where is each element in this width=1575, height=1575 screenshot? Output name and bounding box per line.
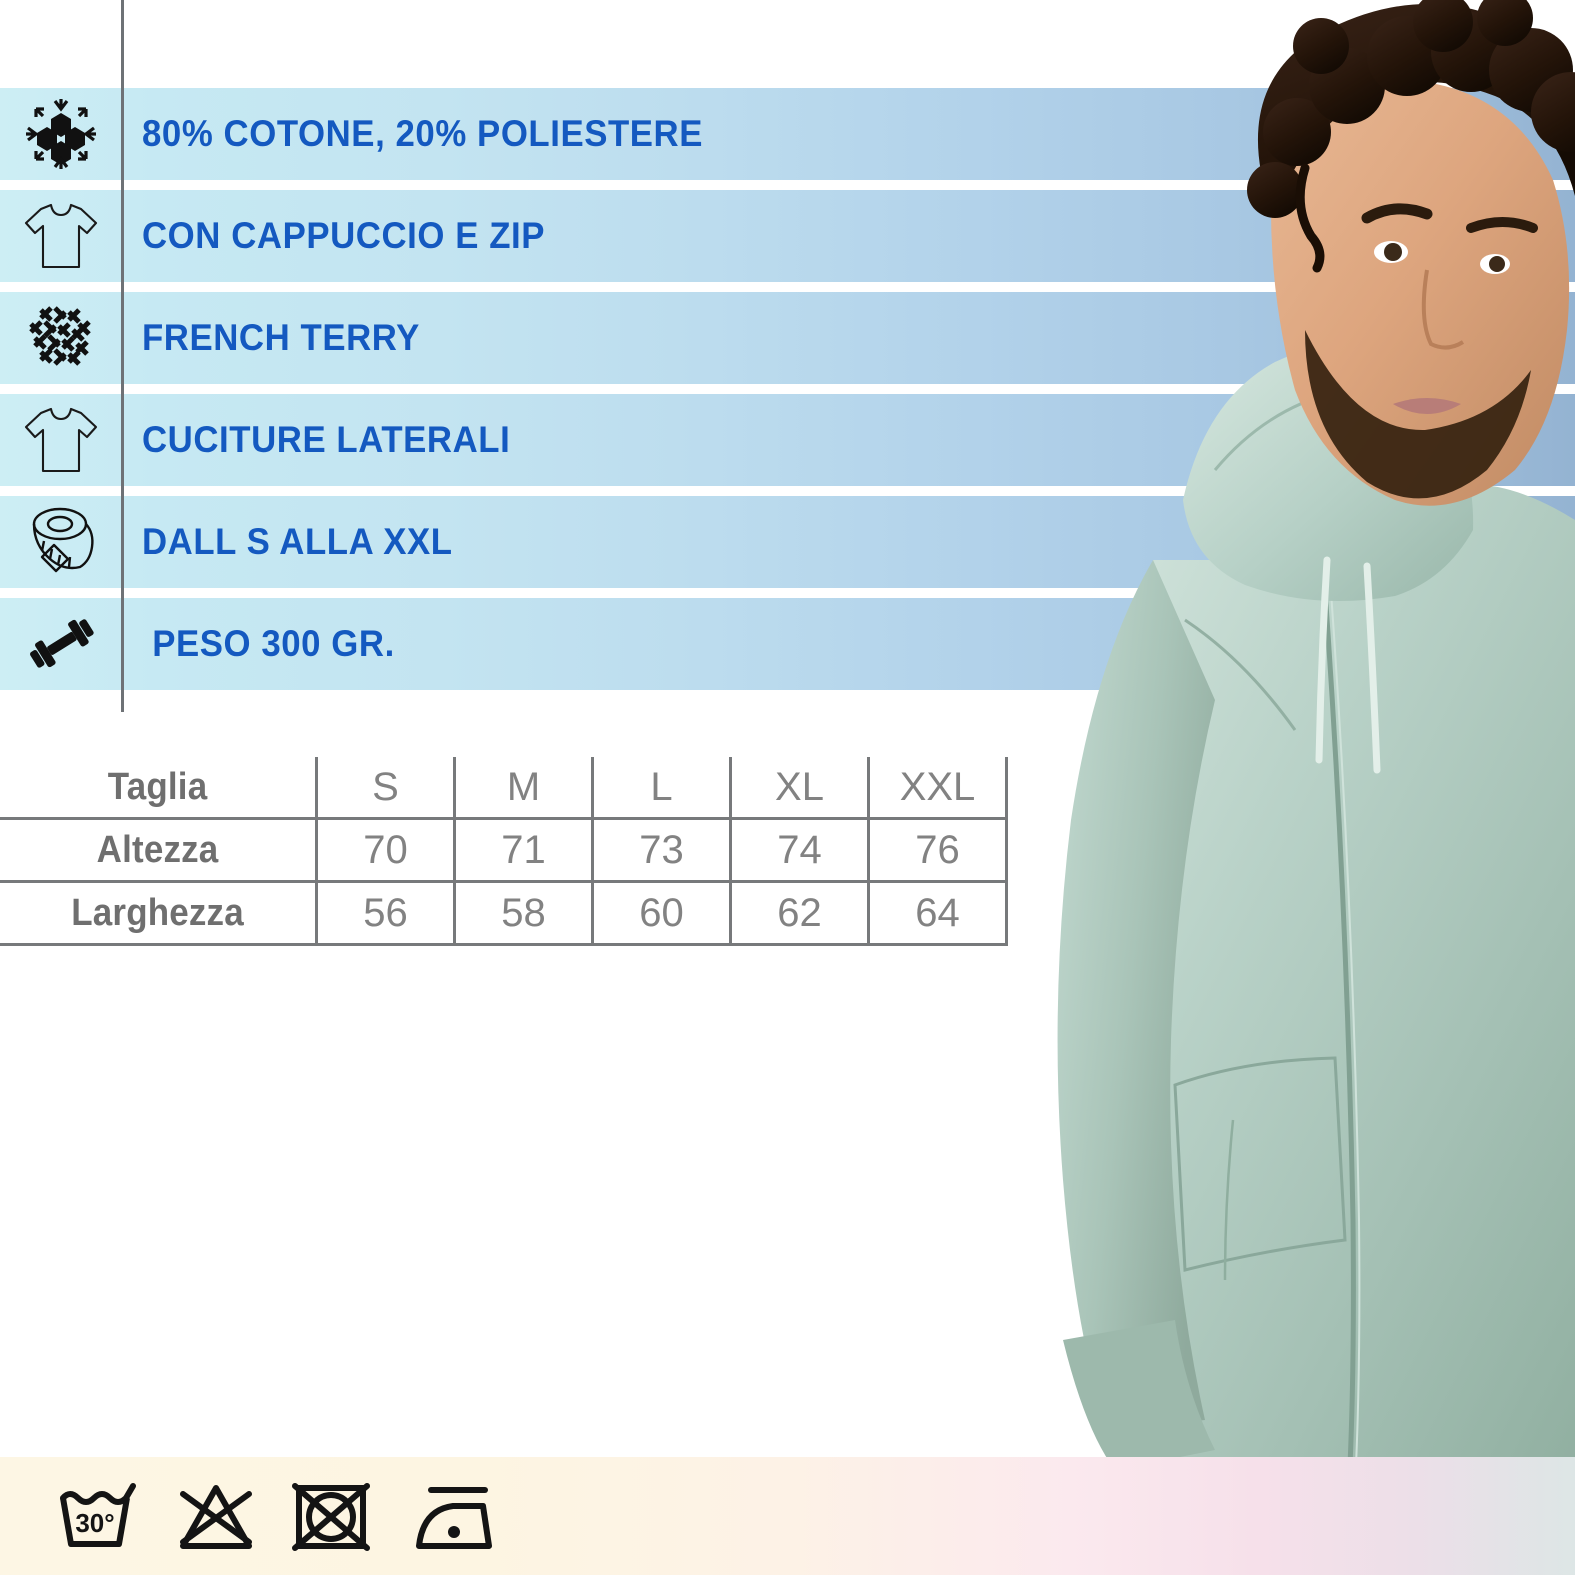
feature-row: CUCITURE LATERALI: [0, 394, 1575, 486]
measuring-tape-icon: [0, 496, 121, 588]
feature-label: PESO 300 GR.: [142, 623, 395, 664]
table-cell: XXL: [867, 757, 1008, 820]
table-cell: 76: [867, 817, 1008, 883]
care-symbols: 30°: [55, 1480, 497, 1554]
care-instructions-strip: [0, 1457, 1575, 1575]
feature-label: DALL S ALLA XXL: [142, 521, 453, 562]
table-row-header: Altezza: [12, 817, 306, 883]
feature-row: CON CAPPUCCIO E ZIP: [0, 190, 1575, 282]
table-row-header: Larghezza: [12, 880, 306, 946]
feature-row: FRENCH TERRY: [0, 292, 1575, 384]
tshirt-icon: [0, 394, 121, 486]
fabric-honeycomb-icon: [0, 88, 121, 180]
table-cell: S: [315, 757, 456, 820]
table-cell: 74: [729, 817, 870, 883]
table-cell: 64: [867, 880, 1008, 946]
table-row: Altezza 70 71 73 74 76: [0, 817, 1008, 883]
feature-row: 80% COTONE, 20% POLIESTERE: [0, 88, 1575, 180]
feature-label: CUCITURE LATERALI: [142, 419, 511, 460]
do-not-bleach-icon: [180, 1485, 252, 1549]
table-cell: 70: [315, 817, 456, 883]
table-cell: XL: [729, 757, 870, 820]
feature-label: 80% COTONE, 20% POLIESTERE: [142, 113, 704, 154]
column-divider: [121, 0, 124, 712]
iron-low-icon: [416, 1487, 492, 1549]
wash-temp-label: 30°: [75, 1508, 114, 1538]
table-row: Larghezza 56 58 60 62 64: [0, 880, 1008, 946]
table-row-header: Taglia: [12, 757, 306, 820]
size-table: Taglia S M L XL XXL Altezza 70 71 73 74 …: [0, 757, 1008, 946]
table-cell: M: [453, 757, 594, 820]
table-row: Taglia S M L XL XXL: [0, 757, 1008, 820]
weave-pattern-icon: [0, 292, 121, 384]
table-cell: 58: [453, 880, 594, 946]
feature-label: CON CAPPUCCIO E ZIP: [142, 215, 545, 256]
iron-dot-icon: [448, 1526, 460, 1538]
product-photo: [975, 0, 1575, 1575]
table-cell: 56: [315, 880, 456, 946]
table-cell: 62: [729, 880, 870, 946]
table-cell: 71: [453, 817, 594, 883]
feature-row: DALL S ALLA XXL: [0, 496, 1575, 588]
dumbbell-icon: [0, 598, 121, 690]
wash-30-icon: 30°: [60, 1483, 136, 1547]
table-cell: L: [591, 757, 732, 820]
do-not-tumble-dry-icon: [292, 1483, 370, 1551]
table-cell: 60: [591, 880, 732, 946]
tshirt-icon: [0, 190, 121, 282]
feature-row: PESO 300 GR.: [0, 598, 1575, 690]
table-cell: 73: [591, 817, 732, 883]
feature-label: FRENCH TERRY: [142, 317, 420, 358]
